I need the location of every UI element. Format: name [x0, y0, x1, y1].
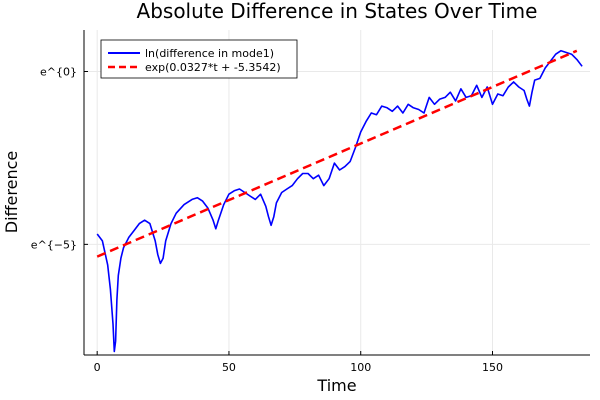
- x-tick-label: 50: [222, 361, 236, 374]
- y-tick-label: e^{−5}: [31, 238, 77, 251]
- x-tick-label: 150: [482, 361, 503, 374]
- x-tick-label: 100: [350, 361, 371, 374]
- legend-box: [100, 39, 298, 79]
- legend: ln(difference in mode1) exp(0.0327*t + -…: [100, 39, 298, 79]
- series-layer: [96, 49, 583, 353]
- axes: [83, 30, 590, 356]
- x-tick-label: 0: [94, 361, 101, 374]
- chart-title: Absolute Difference in States Over Time: [137, 0, 538, 23]
- legend-label-series-1: ln(difference in mode1): [145, 47, 274, 60]
- series-line-2: [96, 49, 578, 258]
- x-axis-label: Time: [316, 376, 356, 395]
- y-tick-label: e^{0}: [40, 65, 77, 78]
- ticks: 0 50 100 150 e^{−5} e^{0}: [31, 65, 503, 374]
- legend-label-series-2: exp(0.0327*t + -5.3542): [145, 61, 281, 74]
- y-axis-label: Difference: [2, 151, 21, 233]
- series-line-1: [96, 49, 583, 353]
